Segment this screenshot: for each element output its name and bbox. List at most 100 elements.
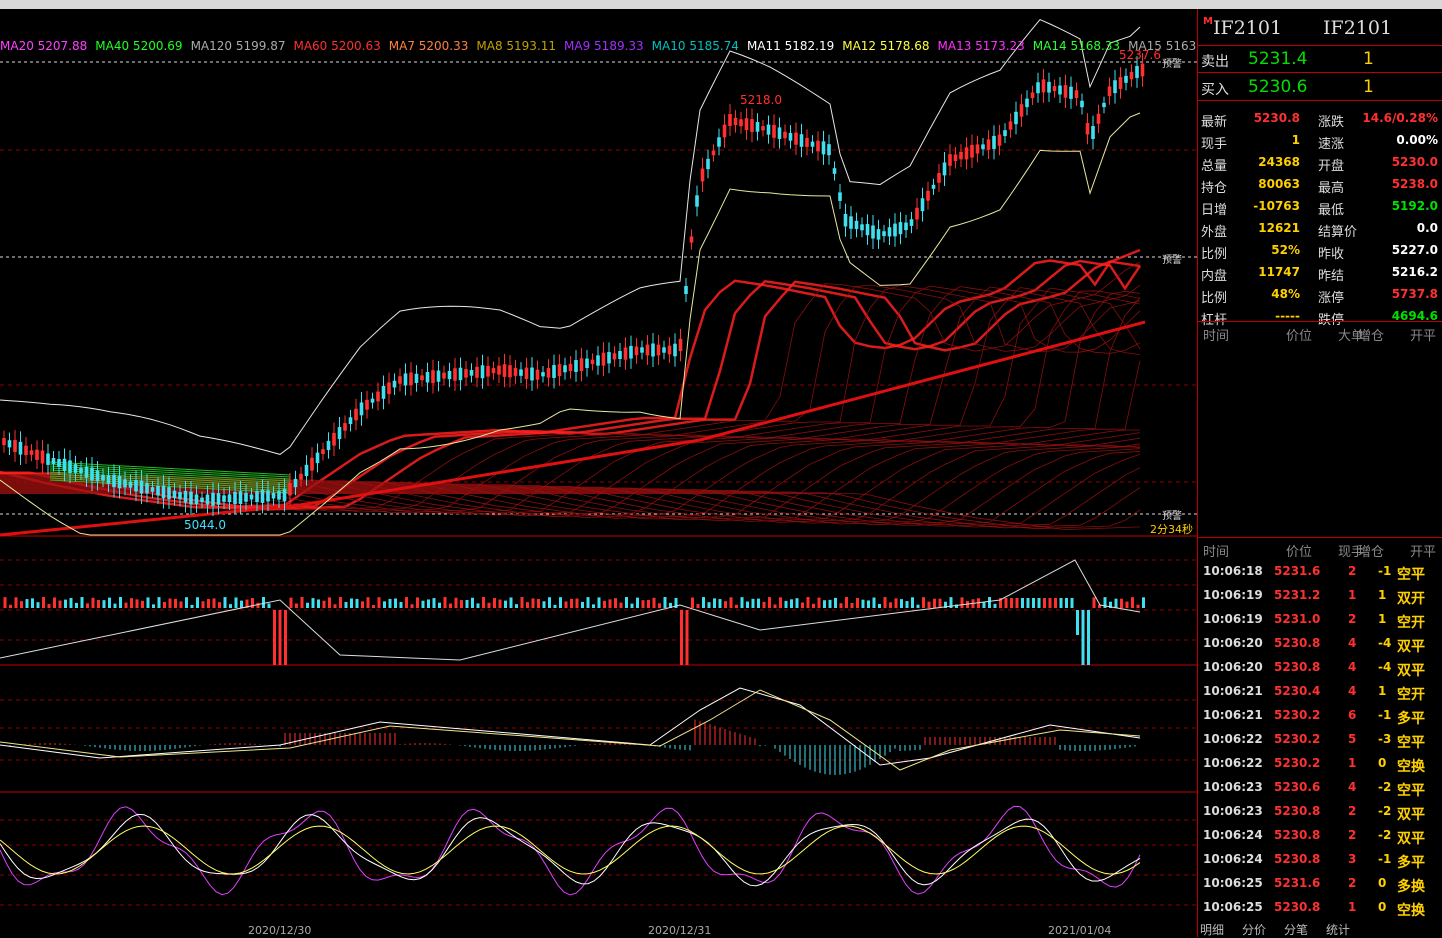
tick-price: 5231.2 [1274,588,1321,602]
candle-body [970,144,974,158]
tick-row[interactable]: 10:06:22 5230.2 1 0 空换 [1198,756,1442,780]
column-header[interactable]: 大单 [1338,329,1365,344]
volume-bar [1032,598,1035,608]
volume-bar [53,597,56,608]
volume-bar [190,604,194,608]
candle-body [579,358,584,372]
volume-bar [416,597,419,608]
volume-bar [14,597,18,608]
tick-row[interactable]: 10:06:20 5230.8 4 -4 双平 [1198,636,1442,660]
volume-bar [762,601,766,608]
candle-body [986,139,991,150]
candle-body [695,195,699,207]
tick-type: 空换 [1397,759,1425,775]
buy-row[interactable]: 买入 5230.6 1 [1198,77,1442,101]
volume-bar [883,597,887,608]
volume-bar [801,602,804,608]
quote-stat-v2: 4694.6 [1391,309,1438,323]
candle-body [337,427,342,440]
tick-row[interactable]: 10:06:21 5230.2 6 -1 多平 [1198,708,1442,732]
tick-row[interactable]: 10:06:18 5231.6 2 -1 空平 [1198,564,1442,588]
volume-bar [625,597,628,608]
candle-body [161,485,166,499]
tick-row[interactable]: 10:06:24 5230.8 3 -1 多平 [1198,852,1442,876]
column-header[interactable]: 增仓 [1358,545,1385,560]
volume-bar [724,601,727,608]
tick-change: 1 [1378,612,1387,626]
bottom-tab[interactable]: 明细 [1200,923,1225,937]
bottom-tab[interactable]: 分笔 [1284,923,1309,937]
kdj-k [0,813,1141,887]
candle-body [425,372,430,383]
column-header[interactable]: 增仓 [1358,329,1385,344]
volume-bar [900,599,903,608]
volume-bar [636,597,639,608]
tick-change: 0 [1378,756,1387,770]
tick-change: -3 [1378,732,1392,746]
candle-body [585,358,589,368]
volume-bar [905,601,909,608]
macd-dif [0,687,1141,766]
tick-row[interactable]: 10:06:24 5230.8 2 -2 双平 [1198,828,1442,852]
tick-volume: 1 [1348,756,1357,770]
volume-bar [1131,597,1134,608]
bottom-tab[interactable]: 分价 [1242,923,1267,937]
volume-bar [993,603,997,608]
volume-bar [163,601,166,608]
volume-bar [460,600,463,608]
candle-body [183,490,188,503]
column-header[interactable]: 开平 [1410,545,1437,560]
volume-bar [410,604,414,608]
volume-bar [388,598,392,608]
symbol-left[interactable]: IF2101 [1213,17,1283,39]
volume-bar [130,598,133,608]
tick-row[interactable]: 10:06:23 5230.6 4 -2 空平 [1198,780,1442,804]
candle-body [1014,111,1018,125]
volume-bar [476,603,480,608]
volume-bar [641,600,645,608]
volume-bar [300,597,304,608]
bottom-tab[interactable]: 统计 [1326,923,1351,937]
column-header[interactable]: 价位 [1286,329,1313,344]
tick-row[interactable]: 10:06:25 5231.6 2 0 多换 [1198,876,1442,900]
tick-row[interactable]: 10:06:19 5231.0 2 1 空开 [1198,612,1442,636]
tick-row[interactable]: 10:06:22 5230.2 5 -3 空平 [1198,732,1442,756]
volume-bar [355,598,359,608]
tick-row[interactable]: 10:06:25 5230.8 1 0 空换 [1198,900,1442,924]
chart-area[interactable]: MA20 5207.88 MA40 5200.69 MA120 5199.87 MA6… [0,9,1197,937]
date-label-3: 2021/01/04 [1048,924,1112,937]
sell-volume: 1 [1363,49,1374,69]
sell-row[interactable]: 卖出 5231.4 1 [1198,49,1442,73]
tick-row[interactable]: 10:06:20 5230.8 4 -4 双平 [1198,660,1442,684]
quote-stat-v: 11747 [1258,265,1300,279]
tick-row[interactable]: 10:06:19 5231.2 1 1 双开 [1198,588,1442,612]
volume-bar [174,598,177,608]
tick-time: 10:06:23 [1203,780,1263,794]
column-header[interactable]: 现手 [1338,545,1365,560]
tick-row[interactable]: 10:06:23 5230.8 2 -2 双平 [1198,804,1442,828]
candle-body [365,399,369,410]
volume-bar [1142,597,1145,608]
column-header[interactable]: 时间 [1203,329,1230,344]
tick-row[interactable]: 10:06:21 5230.4 4 1 空开 [1198,684,1442,708]
candlestick-chart[interactable] [0,9,1197,937]
volume-bar [509,597,513,608]
candle-body [1052,86,1057,92]
candle-body [821,141,826,155]
ma-fan-line [0,432,1141,521]
volume-bar [25,599,29,608]
quote-stat-l2: 跌停 [1318,313,1345,328]
volume-bar [746,601,749,608]
tick-change: -4 [1378,636,1392,650]
volume-bar [790,599,793,608]
symbol-right[interactable]: IF2101 [1323,17,1393,39]
tick-volume: 1 [1348,900,1357,914]
volume-bar [707,602,711,608]
volume-bar [75,602,78,608]
volume-bar [278,610,282,665]
quote-stat-v: 24368 [1258,155,1300,169]
column-header[interactable]: 开平 [1410,329,1437,344]
column-header[interactable]: 时间 [1203,545,1230,560]
column-header[interactable]: 价位 [1286,545,1313,560]
tick-type: 空平 [1397,783,1425,799]
